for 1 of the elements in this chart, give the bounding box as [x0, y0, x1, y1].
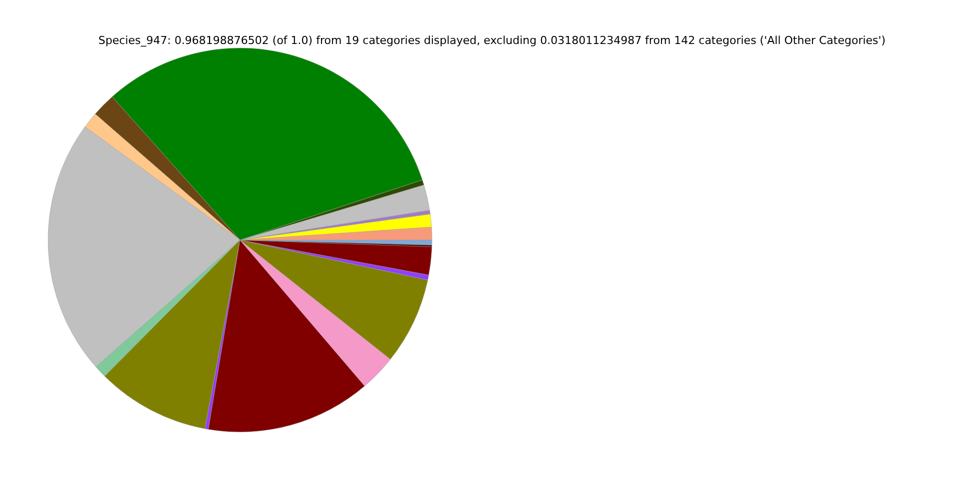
- text: Species_947: 0.968198876502 (of 1.0) from 19 categories displayed, excluding 0.0318011234987 from 142 categories ('All Other Categories'): [98, 34, 886, 47]
